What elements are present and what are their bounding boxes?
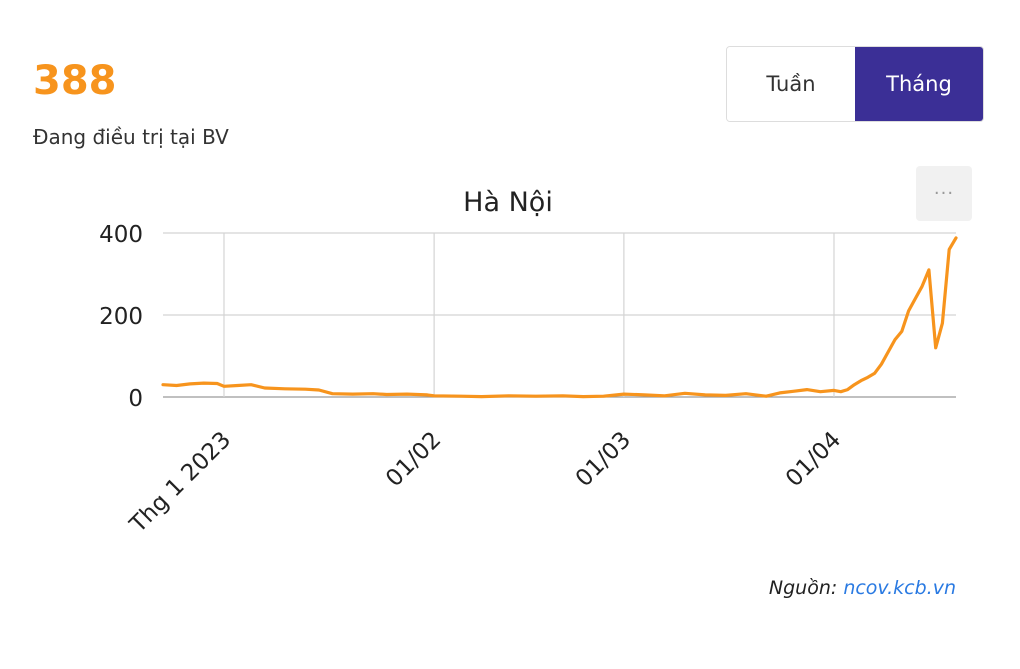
x-tick-label: 01/02	[381, 427, 446, 492]
source-link[interactable]: ncov.kcb.vn	[843, 577, 956, 599]
grid	[163, 232, 956, 398]
tab-week[interactable]: Tuần	[727, 47, 855, 121]
source-note: Nguồn: ncov.kcb.vn	[769, 577, 956, 599]
series-line	[161, 236, 958, 399]
y-tick-label: 200	[99, 304, 143, 330]
x-tick-label: Thg 1 2023	[125, 427, 237, 539]
y-tick-label: 0	[128, 386, 143, 412]
y-tick-label: 400	[99, 222, 143, 248]
stat-value: 388	[33, 58, 117, 104]
x-tick-label: 01/03	[571, 427, 636, 492]
more-icon: ···	[933, 183, 955, 204]
axes: 0 200 400 Thg 1 2023 01/02 01/03 01/04	[99, 222, 846, 539]
series-layer	[161, 236, 958, 399]
source-prefix: Nguồn:	[768, 577, 838, 599]
more-options-button[interactable]: ···	[916, 166, 972, 221]
x-tick-label: 01/04	[781, 427, 846, 492]
chart-title: Hà Nội	[463, 187, 553, 218]
tab-month[interactable]: Tháng	[855, 47, 983, 121]
stat-label: Đang điều trị tại BV	[33, 125, 229, 149]
period-toggle: Tuần Tháng	[726, 46, 984, 122]
